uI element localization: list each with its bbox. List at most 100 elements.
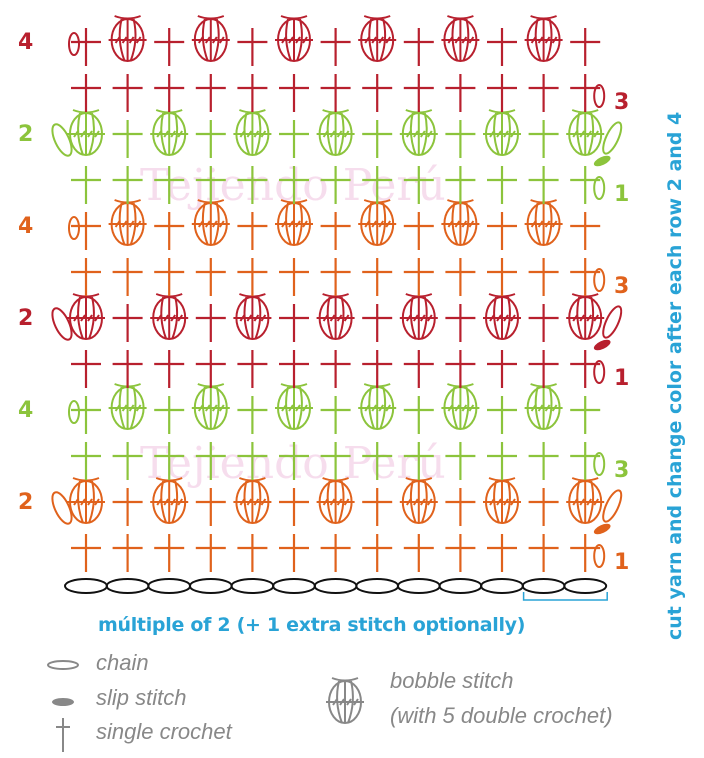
bobble-yarnover [177, 130, 184, 138]
row-label: 2 [18, 122, 34, 147]
bobble-yarnover [426, 130, 433, 138]
turning-chain-icon [602, 489, 623, 523]
bobble-yarnover [246, 130, 253, 138]
single-crochet-icon [279, 350, 309, 388]
bobble-yarnover [288, 220, 294, 228]
bobble-crest [530, 15, 557, 20]
single-crochet-icon [445, 488, 476, 526]
row-label: 3 [614, 90, 630, 115]
legend-slip-stitch-label: slip stitch [96, 685, 187, 710]
bobble-yarnover [322, 314, 329, 322]
bobble-yarnover [114, 220, 121, 228]
chain-icon [396, 578, 441, 594]
bobble-yarnover [537, 404, 544, 412]
bobble-crest [72, 293, 100, 298]
bobble-stitch-icon [483, 293, 521, 340]
single-crochet-icon [279, 258, 309, 296]
single-crochet-icon [528, 74, 559, 112]
single-crochet-icon [71, 212, 101, 250]
bobble-yarnover [197, 220, 204, 228]
bobble-yarnover [204, 36, 211, 44]
single-crochet-icon [445, 350, 476, 388]
bobble-yarnover [80, 130, 86, 138]
bobble-yarnover [197, 36, 204, 44]
bobble-yarnover [530, 404, 537, 412]
bobble-yarnover [281, 36, 287, 44]
bobble-stitch-icon [150, 477, 189, 524]
single-crochet-icon [362, 74, 393, 112]
bobble-yarnover [163, 314, 170, 322]
single-crochet-icon [237, 396, 268, 434]
bobble-yarnover [253, 498, 260, 506]
single-crochet-icon [320, 534, 351, 572]
single-crochet-icon [195, 74, 226, 112]
bobble-yarnover [281, 220, 287, 228]
single-crochet-icon [195, 166, 226, 204]
bobble-stitch-icon [108, 383, 147, 430]
bobble-crest [155, 109, 183, 114]
bobble-yarnover [204, 404, 211, 412]
single-crochet-icon [445, 534, 476, 572]
bobble-yarnover [322, 498, 329, 506]
single-crochet-icon [570, 350, 601, 388]
single-crochet-icon [112, 120, 143, 158]
bobble-yarnover [426, 314, 433, 322]
bobble-stitch-icon [108, 15, 147, 62]
turning-chain-icon [593, 176, 606, 200]
single-crochet-icon [237, 534, 268, 572]
bobble-yarnover [378, 220, 385, 228]
bobble-yarnover [489, 314, 495, 322]
turning-chain-icon [51, 307, 73, 341]
bobble-stitch-icon [399, 477, 438, 524]
bobble-yarnover [364, 220, 371, 228]
bobble-yarnover [204, 220, 211, 228]
bobble-yarnover [295, 404, 301, 412]
bobble-stitch-icon [191, 15, 230, 62]
single-crochet-icon [56, 718, 70, 752]
single-crochet-icon [112, 166, 143, 204]
single-crochet-icon [71, 396, 101, 434]
chain-icon [313, 578, 358, 594]
bobble-yarnover [579, 130, 586, 138]
bobble-yarnover [336, 130, 343, 138]
bobble-yarnover [343, 314, 350, 322]
single-crochet-icon [487, 28, 517, 66]
single-crochet-icon [362, 120, 393, 158]
bobble-yarnover [378, 404, 385, 412]
bobble-yarnover [544, 220, 551, 228]
bobble-yarnover [121, 220, 128, 228]
single-crochet-icon [403, 166, 434, 204]
single-crochet-icon [362, 534, 393, 572]
bobble-yarnover [73, 130, 79, 138]
bobble-yarnover [343, 130, 350, 138]
bobble-yarnover [385, 36, 392, 44]
bobble-yarnover [371, 36, 378, 44]
bobble-stitch-icon [358, 383, 397, 430]
bobble-yarnover [572, 498, 579, 506]
single-crochet-icon [445, 74, 476, 112]
single-crochet-icon [71, 350, 101, 388]
single-crochet-icon [154, 74, 185, 112]
single-crochet-icon [570, 74, 601, 112]
row-label: 1 [614, 182, 630, 207]
bobble-stitch-icon [316, 477, 355, 524]
single-crochet-icon [195, 120, 226, 158]
bobble-crest [405, 293, 433, 298]
legend-bobble-label: bobble stitch [390, 668, 514, 693]
bobble-crest [488, 477, 516, 482]
single-crochet-icon [445, 120, 476, 158]
single-crochet-icon [403, 534, 434, 572]
bobble-yarnover [121, 36, 128, 44]
bobble-yarnover [447, 220, 454, 228]
bobble-yarnover [336, 498, 343, 506]
single-crochet-icon [320, 74, 351, 112]
bobble-crest [72, 109, 100, 114]
bobble-stitch-icon [566, 109, 605, 156]
single-crochet-icon [195, 304, 226, 342]
single-crochet-icon [71, 258, 101, 296]
bobble-stitch-icon [524, 383, 563, 430]
bobble-yarnover [87, 314, 93, 322]
single-crochet-icon [403, 258, 434, 296]
bobble-crest [114, 15, 141, 20]
row-label: 2 [18, 306, 34, 331]
